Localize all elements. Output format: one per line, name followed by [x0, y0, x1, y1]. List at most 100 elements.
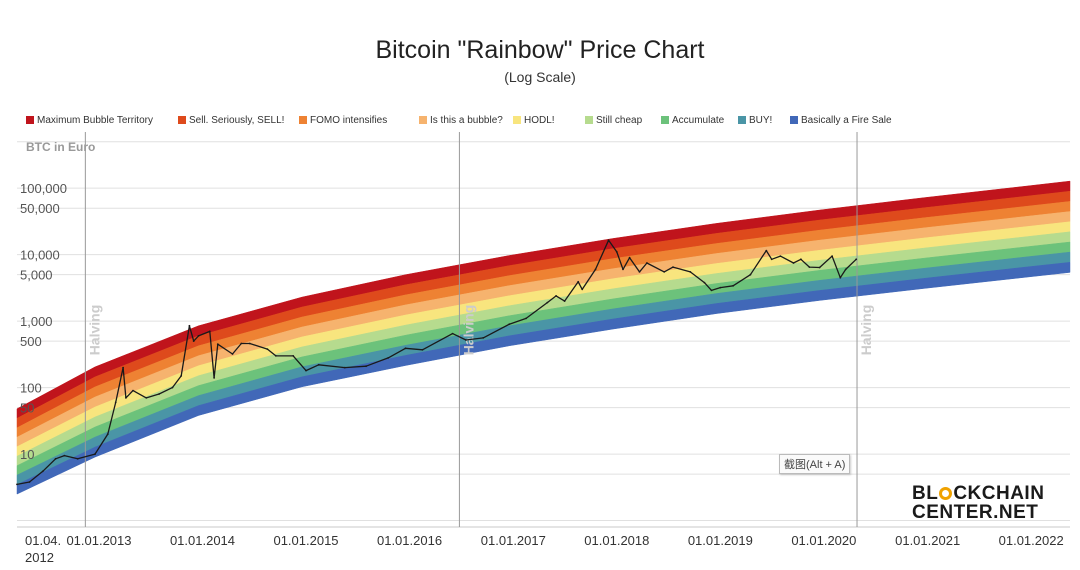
legend-label: BUY!	[749, 115, 773, 126]
price-point	[275, 355, 277, 357]
price-point	[607, 239, 610, 242]
price-point	[710, 289, 713, 292]
x-tick-label: 01.01.2022	[999, 533, 1064, 548]
legend-label: FOMO intensifies	[310, 115, 388, 126]
price-point	[208, 330, 211, 333]
price-point	[765, 249, 768, 252]
price-point	[628, 256, 631, 259]
legend-item[interactable]: Accumulate	[661, 114, 724, 128]
price-point	[197, 335, 200, 337]
logo-o-ring-icon	[939, 487, 953, 500]
x-tick-label-line: 01.01.2022	[999, 533, 1064, 548]
x-tick-label-line: 2012	[25, 550, 54, 565]
x-tick-label: 01.01.2020	[791, 533, 856, 548]
x-tick-label: 01.01.2018	[584, 533, 649, 548]
legend-swatch	[26, 116, 34, 124]
legend-label: HODL!	[524, 115, 555, 126]
price-point	[41, 470, 44, 473]
price-point	[266, 348, 269, 350]
price-point	[581, 288, 584, 291]
price-point	[305, 369, 307, 372]
legend-swatch	[790, 116, 798, 124]
legend-item[interactable]: Maximum Bubble Territory	[26, 114, 153, 128]
x-tick-label-line: 01.01.2020	[791, 533, 856, 548]
x-tick-label: 01.01.2014	[170, 533, 235, 548]
price-point	[855, 258, 858, 261]
price-point	[703, 281, 706, 284]
price-point	[622, 268, 624, 271]
x-tick-label: 01.01.2021	[895, 533, 960, 548]
price-point	[563, 300, 566, 302]
legend-swatch	[513, 116, 521, 124]
price-point	[831, 255, 833, 257]
screenshot-tooltip: 截图(Alt + A)	[779, 454, 851, 474]
price-point	[106, 433, 109, 435]
chart-title: Bitcoin "Rainbow" Price Chart	[375, 36, 705, 64]
price-point	[94, 453, 96, 455]
legend-item[interactable]: HODL!	[513, 114, 555, 128]
legend-item[interactable]: Sell. Seriously, SELL!	[178, 114, 284, 128]
price-point	[663, 271, 666, 273]
price-point	[818, 266, 821, 269]
y-axis-label: BTC in Euro	[26, 140, 96, 154]
legend-swatch	[585, 116, 593, 124]
price-point	[16, 483, 18, 486]
halving-label: Halving	[460, 305, 476, 356]
price-point	[54, 457, 57, 460]
x-tick-label-line: 01.01.2013	[66, 533, 131, 548]
price-point	[779, 255, 782, 257]
blockchaincenter-logo: BL CKCHAIN CENTER.NET	[912, 484, 1044, 522]
x-tick-label-line: 01.01.2018	[584, 533, 649, 548]
price-point	[844, 268, 847, 271]
x-tick-label-line: 01.01.2014	[170, 533, 235, 548]
price-point	[125, 397, 127, 399]
y-tick-label: 100,000	[20, 181, 67, 196]
price-point	[421, 348, 424, 351]
price-point	[122, 366, 124, 369]
y-tick-label: 50,000	[20, 201, 60, 216]
price-point	[240, 342, 243, 345]
legend-item[interactable]: Is this a bubble?	[419, 114, 503, 128]
y-tick-label: 1,000	[20, 314, 53, 329]
price-point	[180, 375, 183, 377]
legend-item[interactable]: BUY!	[738, 114, 772, 128]
price-point	[482, 337, 485, 339]
legend-item[interactable]: FOMO intensifies	[299, 114, 387, 128]
price-point	[248, 342, 251, 345]
price-point	[800, 258, 802, 261]
price-point	[216, 343, 219, 346]
legend-item[interactable]: Basically a Fire Sale	[790, 114, 892, 128]
price-point	[546, 301, 549, 304]
price-point	[343, 366, 346, 369]
legend-item[interactable]: Still cheap	[585, 114, 642, 128]
legend-swatch	[738, 116, 746, 124]
legend-swatch	[419, 116, 427, 124]
legend-label: Still cheap	[596, 115, 643, 126]
price-point	[387, 357, 390, 359]
legend-label: Maximum Bubble Territory	[37, 115, 153, 126]
price-point	[555, 295, 557, 297]
price-point	[749, 273, 752, 276]
legend-label: Sell. Seriously, SELL!	[189, 115, 285, 126]
price-point	[808, 266, 811, 268]
halving-label: Halving	[858, 305, 874, 356]
price-point	[615, 251, 618, 253]
price-point	[188, 324, 191, 327]
price-point	[594, 268, 597, 271]
price-point	[719, 286, 722, 289]
logo-text-line2: CENTER.NET	[912, 502, 1039, 523]
x-tick-label-line: 01.01.2019	[688, 533, 753, 548]
price-point	[451, 332, 454, 335]
price-point	[839, 276, 842, 279]
legend-label: Basically a Fire Sale	[801, 115, 892, 126]
price-point	[465, 339, 467, 341]
price-point	[145, 397, 148, 399]
price-point	[672, 266, 674, 268]
price-point	[770, 258, 773, 261]
x-tick-label-line: 01.04.	[25, 533, 61, 548]
price-point	[114, 401, 117, 404]
halving-label: Halving	[86, 305, 102, 356]
price-point	[577, 280, 580, 283]
price-point	[76, 457, 79, 460]
